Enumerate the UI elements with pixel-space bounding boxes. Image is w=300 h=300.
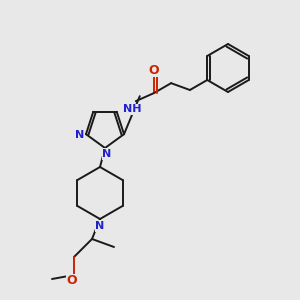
Text: N: N xyxy=(102,149,112,159)
Text: O: O xyxy=(148,64,159,77)
Text: N: N xyxy=(75,130,85,140)
Text: N: N xyxy=(95,221,105,231)
Text: NH: NH xyxy=(122,104,141,114)
Text: O: O xyxy=(67,274,77,287)
